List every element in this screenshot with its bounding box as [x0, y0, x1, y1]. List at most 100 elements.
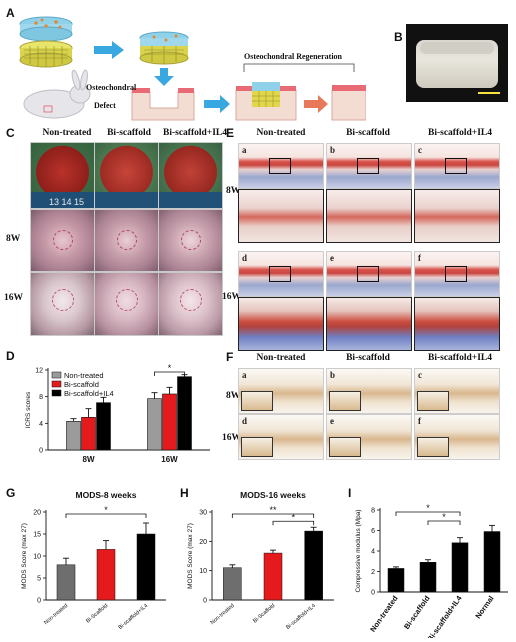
legend-label: Bi-scaffold — [64, 380, 99, 389]
y-tick-label: 0 — [39, 448, 43, 455]
y-tick-label: 10 — [199, 568, 207, 575]
f-col-header-3: Bi-scaffold+IL4 — [428, 353, 492, 363]
x-tick-label: Non-treated — [368, 594, 400, 634]
e-zoom-e — [326, 297, 412, 351]
y-tick-label: 0 — [371, 590, 375, 597]
e-row-label-8w: 8W — [226, 186, 241, 196]
bar — [66, 421, 81, 451]
significance-bracket — [272, 520, 315, 526]
e-overview-b: b — [326, 143, 412, 189]
f-ihc-a: a — [238, 368, 324, 414]
c-col-header-2: Bi-scaffold — [107, 128, 151, 138]
panel-label-b: B — [394, 30, 403, 44]
osteochondral-defect — [131, 88, 195, 121]
x-tick-label: Non-treated — [43, 603, 69, 626]
c-col-header-3: Bi-scaffold+IL4 — [163, 128, 227, 138]
panel-a-schematic — [19, 16, 366, 121]
e-sublabel: a — [242, 145, 247, 155]
scaffold-top-layer — [19, 16, 73, 42]
f-ihc-d: d — [238, 414, 324, 460]
e-zoom-b — [326, 189, 412, 243]
bar — [162, 393, 177, 451]
y-tick-label: 4 — [39, 421, 43, 428]
e-sublabel: d — [242, 253, 248, 263]
bar — [147, 398, 162, 451]
panel-label-e: E — [226, 126, 235, 140]
panel-label-i: I — [348, 486, 352, 500]
c-8w-photo-2 — [94, 209, 159, 272]
f-inset — [417, 391, 449, 411]
bar — [81, 417, 96, 451]
significance-label: * — [168, 363, 172, 373]
x-tick-label: Bi-Scaffold — [252, 603, 276, 625]
f-inset — [329, 437, 361, 457]
e-overview-c: c — [414, 143, 500, 189]
f-row-label-8w: 8W — [226, 391, 241, 401]
c-surgery-photo-3 — [158, 142, 223, 209]
implanted-scaffold — [235, 82, 297, 121]
bar — [56, 564, 76, 601]
y-axis-label: ICRS scores — [25, 391, 32, 428]
y-tick-label: 4 — [371, 549, 375, 556]
legend-label: Bi-scaffold+IL4 — [64, 389, 114, 398]
scale-bar — [478, 92, 500, 94]
e-overview-e: e — [326, 251, 412, 297]
e-zoom-box — [357, 158, 379, 174]
e-sublabel: f — [418, 253, 421, 263]
e-zoom-box — [269, 158, 291, 174]
x-tick-label: Bi-Scaffold — [85, 603, 109, 625]
c-16w-photo-2 — [94, 272, 159, 336]
defect-label-line2: Defect — [94, 101, 116, 110]
defect-label-line1: Osteochondral — [86, 83, 137, 92]
e-zoom-d — [238, 297, 324, 351]
significance-label: * — [442, 512, 446, 522]
y-tick-label: 0 — [37, 598, 41, 605]
c-row-label-16w: 16W — [4, 293, 23, 303]
e-sublabel: b — [330, 145, 336, 155]
legend-label: Non-treated — [64, 371, 104, 380]
chart-title: MODS-16 weeks — [240, 490, 306, 500]
bar — [387, 568, 405, 593]
significance-label: * — [104, 505, 108, 515]
c-surgery-photo-2 — [94, 142, 159, 209]
panel-label-d: D — [6, 349, 15, 363]
f-inset — [417, 437, 449, 457]
e-zoom-box — [445, 158, 467, 174]
x-tick-label: Bi-scaffold+IL4 — [118, 603, 150, 631]
y-tick-label: 5 — [37, 576, 41, 583]
significance-label: * — [426, 503, 430, 513]
bar — [483, 531, 501, 593]
y-tick-label: 20 — [199, 539, 207, 546]
bar — [96, 402, 111, 451]
c-8w-photo-1 — [30, 209, 95, 272]
f-col-header-1: Non-treated — [256, 353, 306, 363]
bar — [223, 567, 242, 601]
legend-swatch — [51, 389, 62, 397]
y-tick-label: 20 — [33, 510, 41, 517]
chart-g: MODS-8 weeks 0 5 10 15 20 MODS Score (max 27) N… — [21, 490, 166, 631]
f-ihc-f: f — [414, 414, 500, 460]
y-axis-label: MODS Score (max 27) — [187, 523, 194, 589]
x-tick-label: Bi-scaffold — [402, 594, 432, 631]
bar — [304, 530, 323, 601]
e-col-header-3: Bi-scaffold+IL4 — [428, 128, 492, 138]
y-tick-label: 8 — [39, 394, 43, 401]
significance-label: ** — [269, 505, 277, 515]
bar — [177, 376, 192, 451]
c-row-label-8w: 8W — [6, 234, 21, 244]
f-inset — [329, 391, 361, 411]
significance-bracket — [65, 513, 147, 518]
e-overview-a: a — [238, 143, 324, 189]
y-tick-label: 12 — [35, 368, 43, 375]
panel-label-f: F — [226, 350, 234, 364]
e-col-header-1: Non-treated — [256, 128, 306, 138]
bar — [451, 542, 469, 593]
regeneration-label: Osteochondral Regeneration — [244, 52, 342, 61]
bar — [96, 549, 116, 601]
f-sublabel: f — [418, 416, 421, 426]
arrow-right-icon — [304, 95, 328, 113]
e-overview-d: d — [238, 251, 324, 297]
e-zoom-box — [357, 266, 379, 282]
c-16w-photo-3 — [158, 272, 223, 336]
f-inset — [241, 391, 273, 411]
